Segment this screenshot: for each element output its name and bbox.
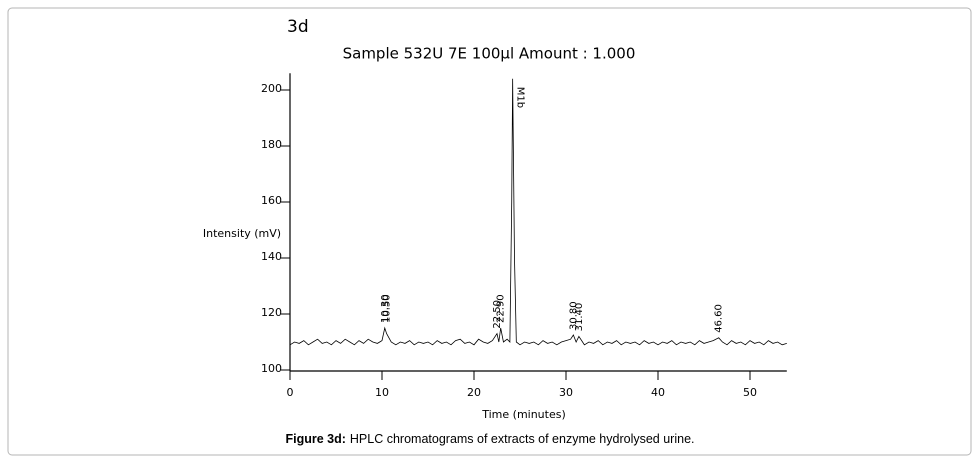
- peak-label: 46.60: [714, 304, 725, 333]
- y-tick-label: 180: [261, 138, 282, 151]
- y-tick-label: 120: [261, 306, 282, 319]
- x-tick-label: 50: [743, 386, 757, 399]
- peak-label: 22.90: [496, 294, 507, 323]
- peak-label: 10.50: [382, 294, 393, 323]
- panel-label: 3d: [287, 17, 309, 37]
- x-tick-label: 20: [467, 386, 481, 399]
- x-tick-label: 30: [559, 386, 573, 399]
- caption-text: HPLC chromatograms of extracts of enzyme…: [350, 432, 695, 446]
- chart-title: Sample 532U 7E 100µl Amount : 1.000: [343, 45, 636, 63]
- x-tick-label: 40: [651, 386, 665, 399]
- x-tick-label: 10: [375, 386, 389, 399]
- peak-label: 30.80: [568, 301, 579, 330]
- caption-label: Figure 3d:: [285, 432, 345, 446]
- y-tick-label: 160: [261, 194, 282, 207]
- peak-label: 22.50: [492, 300, 503, 329]
- y-tick-label: 140: [261, 250, 282, 263]
- x-tick-label: 0: [287, 386, 294, 399]
- peak-label: 10.30: [380, 294, 391, 323]
- y-tick-label: 100: [261, 362, 282, 375]
- y-tick-label: 200: [261, 82, 282, 95]
- y-axis-label: Intensity (mV): [203, 227, 281, 240]
- peak-label: 31.40: [574, 303, 585, 332]
- x-axis-label: Time (minutes): [481, 408, 566, 421]
- frame: [7, 7, 972, 456]
- caption: Figure 3d: HPLC chromatograms of extracts…: [285, 432, 694, 446]
- peak-label: M1b: [515, 87, 526, 108]
- signal-line: [289, 78, 787, 346]
